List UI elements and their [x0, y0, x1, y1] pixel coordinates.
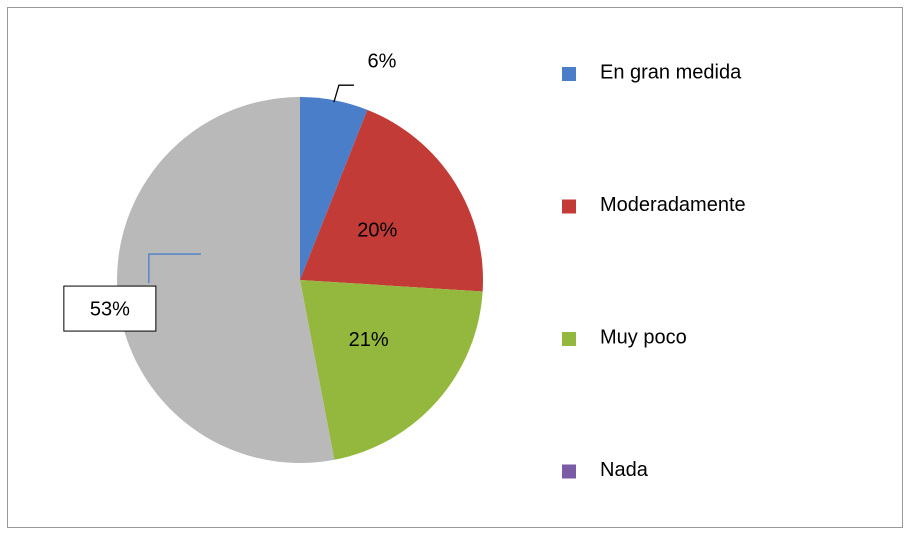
- legend-swatch: [562, 332, 576, 346]
- pie-slice: [117, 97, 335, 463]
- legend-swatch: [562, 67, 576, 81]
- pie-slice: [300, 109, 483, 292]
- legend-swatch: [562, 464, 576, 479]
- pie-slice: [300, 97, 368, 280]
- leader-line: [148, 253, 201, 284]
- data-label: 20%: [357, 219, 397, 241]
- legend-label: Moderadamente: [600, 194, 746, 216]
- legend-label: En gran medida: [600, 61, 742, 83]
- leader-line: [333, 84, 354, 103]
- data-label: 53%: [90, 298, 130, 320]
- data-label-box: [63, 285, 157, 332]
- data-label: 6%: [367, 50, 396, 72]
- legend-label: Muy poco: [600, 326, 687, 348]
- pie-slice: [300, 280, 483, 460]
- legend-label: Nada: [600, 459, 649, 481]
- legend-swatch: [562, 199, 576, 214]
- data-label: 21%: [349, 329, 389, 351]
